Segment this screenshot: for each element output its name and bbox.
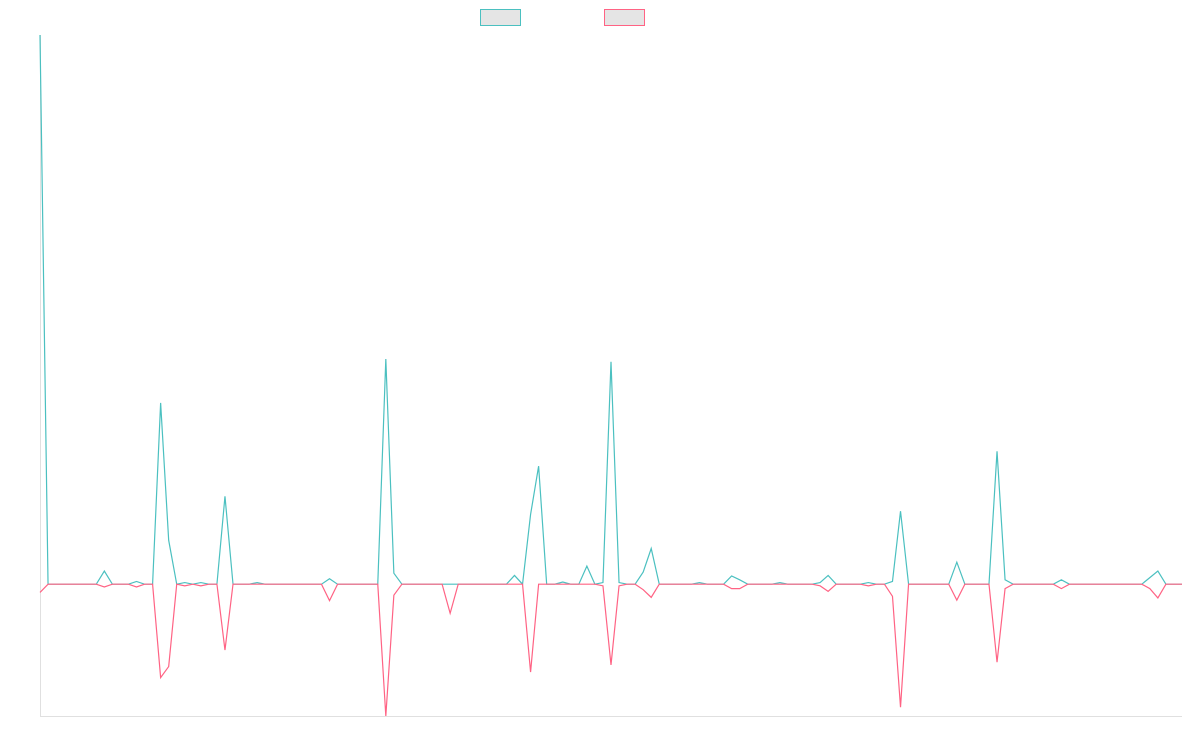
line-series: [39, 583, 1182, 717]
line-series: [39, 34, 1182, 586]
legend-swatch: [480, 9, 521, 26]
legend-swatch: [604, 9, 645, 26]
